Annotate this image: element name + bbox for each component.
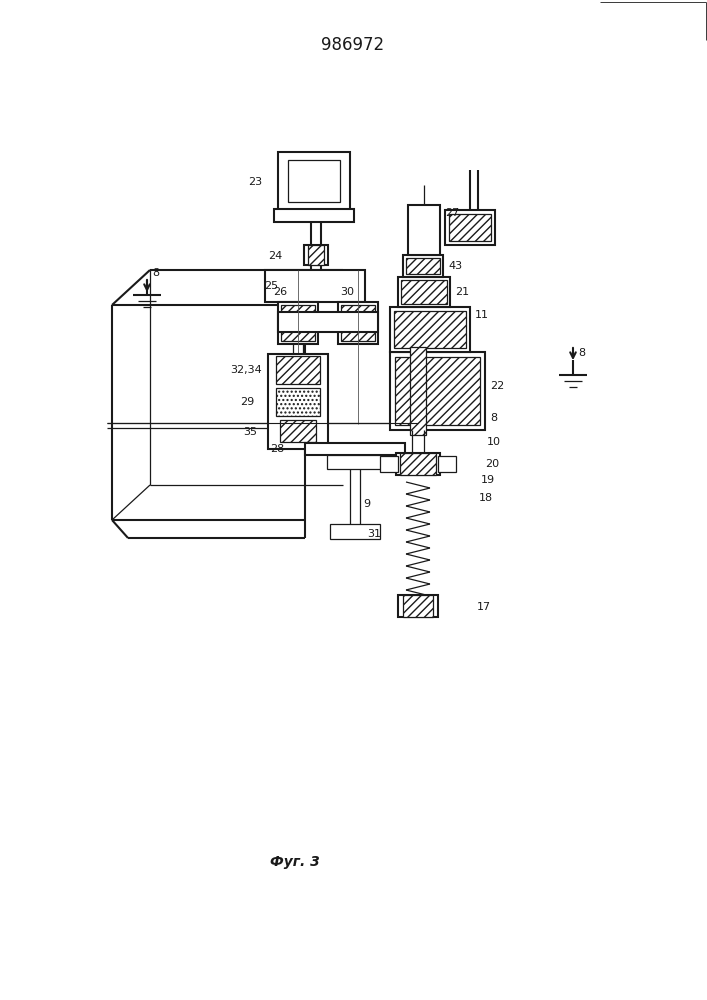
Text: 10: 10 [487, 437, 501, 447]
Bar [445, 210, 495, 245]
Text: 11: 11 [475, 310, 489, 320]
Bar [380, 456, 398, 472]
Text: 35: 35 [243, 427, 257, 437]
Text: 22: 22 [490, 381, 504, 391]
Bar [305, 443, 405, 455]
Bar [390, 307, 470, 352]
Bar [327, 455, 383, 469]
Text: 28: 28 [270, 444, 284, 454]
Bar [394, 311, 466, 348]
Text: 18: 18 [479, 493, 493, 503]
Text: 29: 29 [240, 397, 255, 407]
Text: 17: 17 [477, 602, 491, 612]
Bar [400, 453, 436, 475]
Text: 20: 20 [485, 459, 499, 469]
Bar [410, 347, 426, 435]
Bar [449, 214, 491, 241]
Bar [308, 245, 324, 265]
Bar [268, 354, 328, 449]
Bar [304, 245, 328, 265]
Bar [403, 255, 443, 277]
Text: 27: 27 [445, 208, 460, 218]
Text: 30: 30 [340, 287, 354, 297]
Bar [403, 595, 433, 617]
Bar [288, 160, 340, 202]
Bar [281, 305, 315, 341]
Bar [398, 595, 438, 617]
Bar [276, 388, 320, 416]
Text: 24: 24 [268, 251, 282, 261]
Bar [274, 209, 354, 222]
Bar [398, 277, 450, 307]
Text: 986972: 986972 [322, 36, 385, 54]
Bar [401, 280, 447, 304]
Bar [278, 152, 350, 210]
Bar [395, 357, 480, 425]
Bar [338, 302, 378, 344]
Text: 31: 31 [367, 529, 381, 539]
Text: 32,34: 32,34 [230, 365, 262, 375]
Bar [341, 305, 375, 341]
Bar [265, 270, 365, 302]
Text: 26: 26 [273, 287, 287, 297]
Bar [278, 312, 378, 332]
Bar [276, 356, 320, 384]
Bar [406, 258, 440, 274]
Bar [390, 352, 485, 430]
Text: 9: 9 [363, 499, 370, 509]
Bar [396, 453, 440, 475]
Bar [330, 524, 380, 539]
Bar [438, 456, 456, 472]
Bar [278, 302, 318, 344]
Text: Фуг. 3: Фуг. 3 [270, 855, 320, 869]
Text: 8: 8 [490, 413, 497, 423]
Text: 43: 43 [448, 261, 462, 271]
Text: 8: 8 [152, 268, 159, 278]
Text: 25: 25 [264, 281, 278, 291]
Text: 23: 23 [248, 177, 262, 187]
Text: 19: 19 [481, 475, 495, 485]
Text: 8: 8 [578, 348, 585, 358]
Bar [280, 420, 316, 442]
Bar [408, 205, 440, 255]
Text: 21: 21 [455, 287, 469, 297]
